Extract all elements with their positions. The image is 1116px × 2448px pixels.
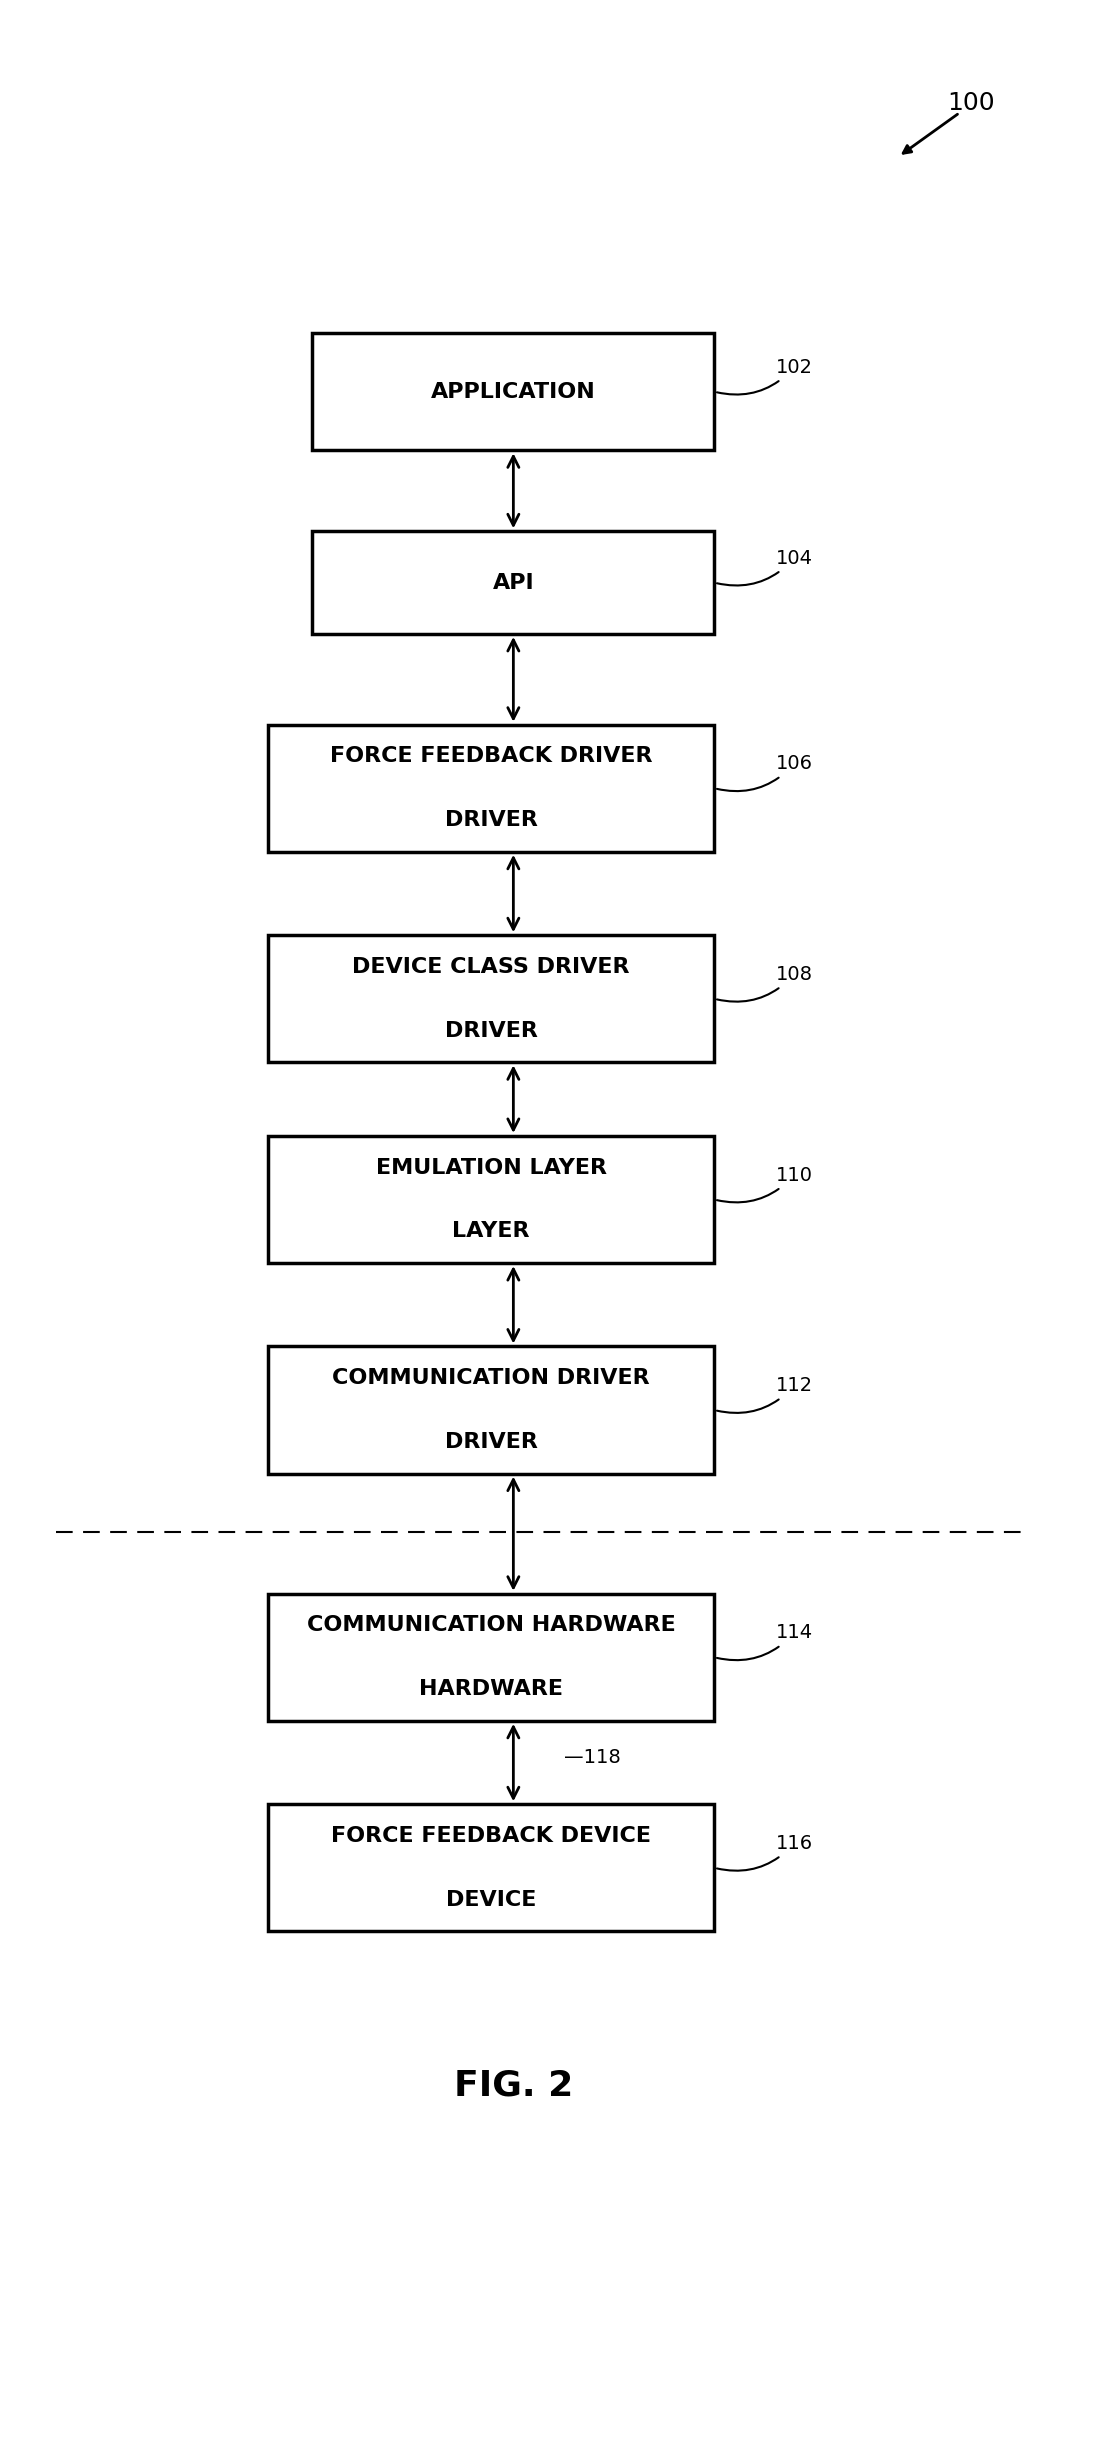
Text: LAYER: LAYER — [452, 1222, 530, 1241]
Bar — [268, 1804, 714, 1931]
Text: 112: 112 — [716, 1376, 812, 1412]
Text: FORCE FEEDBACK DEVICE: FORCE FEEDBACK DEVICE — [331, 1826, 651, 1846]
Bar — [268, 1346, 714, 1474]
Text: FORCE FEEDBACK DRIVER: FORCE FEEDBACK DRIVER — [330, 747, 652, 766]
Text: COMMUNICATION DRIVER: COMMUNICATION DRIVER — [333, 1368, 650, 1388]
Bar — [268, 1594, 714, 1721]
Bar — [268, 725, 714, 852]
Text: COMMUNICATION HARDWARE: COMMUNICATION HARDWARE — [307, 1616, 675, 1635]
Text: 102: 102 — [716, 357, 812, 394]
Text: DEVICE: DEVICE — [446, 1890, 536, 1909]
Text: DRIVER: DRIVER — [444, 1432, 538, 1452]
Bar — [312, 531, 714, 634]
Text: APPLICATION: APPLICATION — [431, 382, 596, 401]
Text: FIG. 2: FIG. 2 — [454, 2069, 573, 2103]
Text: HARDWARE: HARDWARE — [418, 1679, 564, 1699]
Text: 108: 108 — [716, 965, 812, 1001]
Text: DEVICE CLASS DRIVER: DEVICE CLASS DRIVER — [353, 957, 629, 977]
Text: 106: 106 — [716, 754, 812, 791]
Text: 114: 114 — [716, 1623, 812, 1660]
Text: EMULATION LAYER: EMULATION LAYER — [376, 1158, 606, 1177]
Text: DRIVER: DRIVER — [444, 810, 538, 830]
Bar — [312, 333, 714, 450]
Text: API: API — [492, 573, 535, 592]
Text: 116: 116 — [716, 1834, 812, 1870]
Text: 110: 110 — [716, 1165, 812, 1202]
Text: —118: —118 — [564, 1748, 620, 1767]
Text: 100: 100 — [947, 91, 994, 115]
Bar — [268, 935, 714, 1062]
Bar — [268, 1136, 714, 1263]
Text: DRIVER: DRIVER — [444, 1021, 538, 1040]
Text: 104: 104 — [716, 548, 812, 585]
